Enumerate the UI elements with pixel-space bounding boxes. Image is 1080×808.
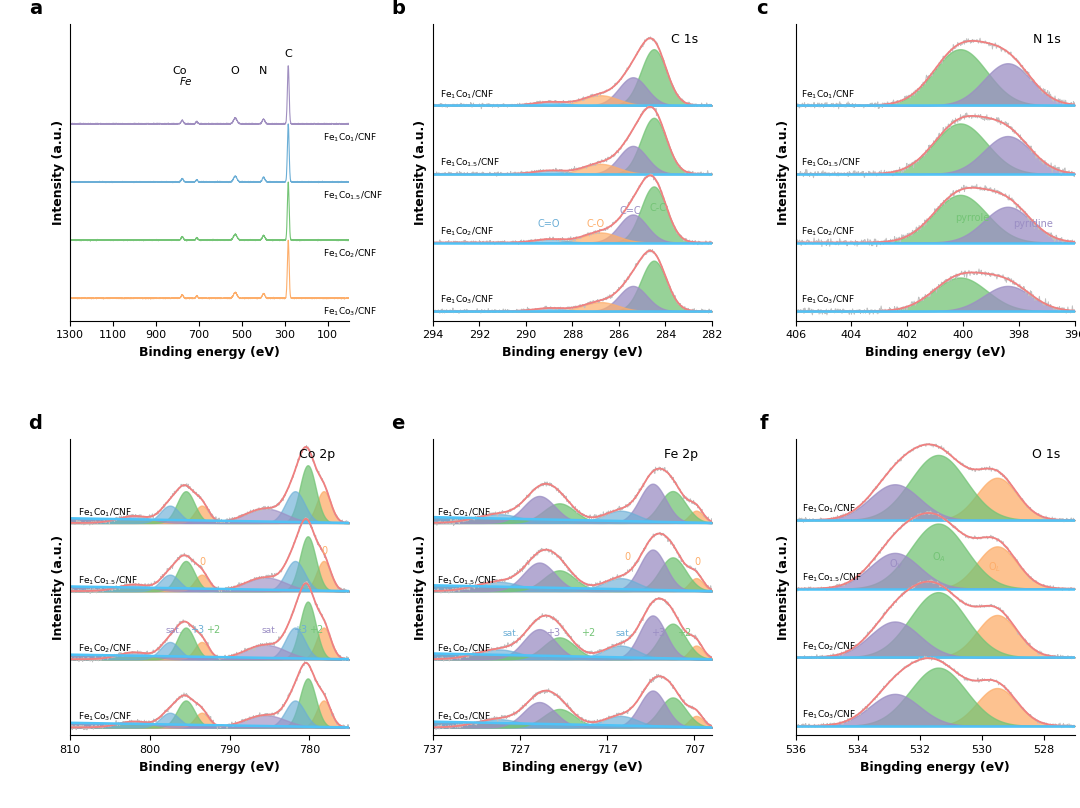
Text: b: b bbox=[391, 0, 405, 19]
Text: Co 2p: Co 2p bbox=[299, 448, 335, 461]
Text: Fe$_1$Co$_1$/CNF: Fe$_1$Co$_1$/CNF bbox=[323, 132, 377, 144]
Text: pyrrole: pyrrole bbox=[955, 213, 989, 223]
Text: C=C: C=C bbox=[620, 207, 642, 217]
Text: Fe$_1$Co$_{1.5}$/CNF: Fe$_1$Co$_{1.5}$/CNF bbox=[78, 574, 138, 587]
Text: O 1s: O 1s bbox=[1032, 448, 1061, 461]
Text: +2: +2 bbox=[205, 625, 220, 635]
Text: +2: +2 bbox=[677, 628, 691, 638]
Text: Fe$_1$Co$_3$/CNF: Fe$_1$Co$_3$/CNF bbox=[437, 711, 491, 723]
Text: Fe$_1$Co$_{1.5}$/CNF: Fe$_1$Co$_{1.5}$/CNF bbox=[801, 157, 861, 169]
Text: f: f bbox=[759, 414, 768, 433]
Text: C=O: C=O bbox=[538, 219, 561, 229]
Y-axis label: Intensity (a.u.): Intensity (a.u.) bbox=[415, 535, 428, 640]
Y-axis label: Intensity (a.u.): Intensity (a.u.) bbox=[777, 120, 791, 225]
Text: Fe$_1$Co$_1$/CNF: Fe$_1$Co$_1$/CNF bbox=[437, 507, 491, 519]
Text: pyridine: pyridine bbox=[1013, 219, 1053, 229]
Text: 0: 0 bbox=[200, 557, 205, 567]
Text: Fe$_1$Co$_1$/CNF: Fe$_1$Co$_1$/CNF bbox=[801, 88, 855, 101]
Text: N: N bbox=[259, 66, 268, 76]
Text: Fe$_1$Co$_3$/CNF: Fe$_1$Co$_3$/CNF bbox=[440, 294, 494, 306]
Text: Fe$_1$Co$_3$/CNF: Fe$_1$Co$_3$/CNF bbox=[78, 711, 132, 723]
Text: Fe$_1$Co$_2$/CNF: Fe$_1$Co$_2$/CNF bbox=[801, 640, 855, 653]
Text: +3: +3 bbox=[651, 628, 665, 638]
Text: Fe$_1$Co$_3$/CNF: Fe$_1$Co$_3$/CNF bbox=[323, 306, 377, 318]
Text: d: d bbox=[28, 414, 42, 433]
Text: C: C bbox=[284, 49, 292, 60]
Text: e: e bbox=[392, 414, 405, 433]
Text: O$_V$: O$_V$ bbox=[889, 557, 903, 570]
Text: Fe$_1$Co$_{1.5}$/CNF: Fe$_1$Co$_{1.5}$/CNF bbox=[801, 571, 862, 584]
Text: Fe: Fe bbox=[180, 77, 192, 87]
Y-axis label: Intensity (a.u.): Intensity (a.u.) bbox=[52, 120, 65, 225]
Text: Fe$_1$Co$_2$/CNF: Fe$_1$Co$_2$/CNF bbox=[437, 643, 491, 655]
Text: sat.: sat. bbox=[166, 626, 183, 635]
Text: 0: 0 bbox=[322, 546, 327, 557]
Text: O$_A$: O$_A$ bbox=[932, 550, 946, 565]
Text: +2: +2 bbox=[581, 628, 595, 638]
Text: Fe$_1$Co$_{1.5}$/CNF: Fe$_1$Co$_{1.5}$/CNF bbox=[323, 190, 383, 202]
Text: Fe$_1$Co$_{1.5}$/CNF: Fe$_1$Co$_{1.5}$/CNF bbox=[440, 157, 500, 169]
Text: Fe$_1$Co$_1$/CNF: Fe$_1$Co$_1$/CNF bbox=[801, 503, 855, 516]
Text: N 1s: N 1s bbox=[1032, 33, 1061, 46]
Text: c: c bbox=[756, 0, 768, 19]
Y-axis label: Intensity (a.u.): Intensity (a.u.) bbox=[52, 535, 65, 640]
Text: Fe$_1$Co$_2$/CNF: Fe$_1$Co$_2$/CNF bbox=[440, 225, 494, 238]
Text: Fe$_1$Co$_3$/CNF: Fe$_1$Co$_3$/CNF bbox=[801, 294, 855, 306]
Text: Fe$_1$Co$_{1.5}$/CNF: Fe$_1$Co$_{1.5}$/CNF bbox=[437, 574, 497, 587]
X-axis label: Binding energy (eV): Binding energy (eV) bbox=[139, 346, 280, 359]
Text: Fe$_1$Co$_3$/CNF: Fe$_1$Co$_3$/CNF bbox=[801, 709, 855, 722]
Text: Fe$_1$Co$_1$/CNF: Fe$_1$Co$_1$/CNF bbox=[440, 88, 494, 101]
Text: sat.: sat. bbox=[261, 626, 279, 635]
Text: +3: +3 bbox=[546, 628, 561, 638]
Text: C 1s: C 1s bbox=[671, 33, 698, 46]
Text: 0: 0 bbox=[624, 552, 631, 562]
Y-axis label: Intensity (a.u.): Intensity (a.u.) bbox=[415, 120, 428, 225]
X-axis label: Binding energy (eV): Binding energy (eV) bbox=[502, 346, 643, 359]
Text: Fe$_1$Co$_2$/CNF: Fe$_1$Co$_2$/CNF bbox=[323, 248, 377, 260]
Text: Fe 2p: Fe 2p bbox=[664, 448, 698, 461]
Text: Fe$_1$Co$_1$/CNF: Fe$_1$Co$_1$/CNF bbox=[78, 507, 132, 519]
Text: +2: +2 bbox=[309, 625, 324, 635]
Text: O$_L$: O$_L$ bbox=[988, 560, 1001, 574]
Text: Fe$_1$Co$_2$/CNF: Fe$_1$Co$_2$/CNF bbox=[78, 643, 132, 655]
Text: Co: Co bbox=[173, 66, 187, 76]
Text: +3: +3 bbox=[294, 625, 308, 635]
X-axis label: Binding energy (eV): Binding energy (eV) bbox=[139, 760, 280, 773]
Text: C-C: C-C bbox=[650, 204, 667, 213]
Text: sat.: sat. bbox=[616, 629, 633, 638]
Text: C-O: C-O bbox=[586, 219, 605, 229]
Text: a: a bbox=[29, 0, 42, 19]
Text: sat.: sat. bbox=[502, 629, 519, 638]
Text: Fe$_1$Co$_2$/CNF: Fe$_1$Co$_2$/CNF bbox=[801, 225, 855, 238]
Text: +3: +3 bbox=[190, 625, 204, 635]
Text: O: O bbox=[231, 66, 240, 76]
Y-axis label: Intensity (a.u.): Intensity (a.u.) bbox=[777, 535, 791, 640]
X-axis label: Binding energy (eV): Binding energy (eV) bbox=[502, 760, 643, 773]
X-axis label: Bingding energy (eV): Bingding energy (eV) bbox=[861, 760, 1010, 773]
Text: 0: 0 bbox=[694, 557, 701, 567]
X-axis label: Binding energy (eV): Binding energy (eV) bbox=[865, 346, 1005, 359]
